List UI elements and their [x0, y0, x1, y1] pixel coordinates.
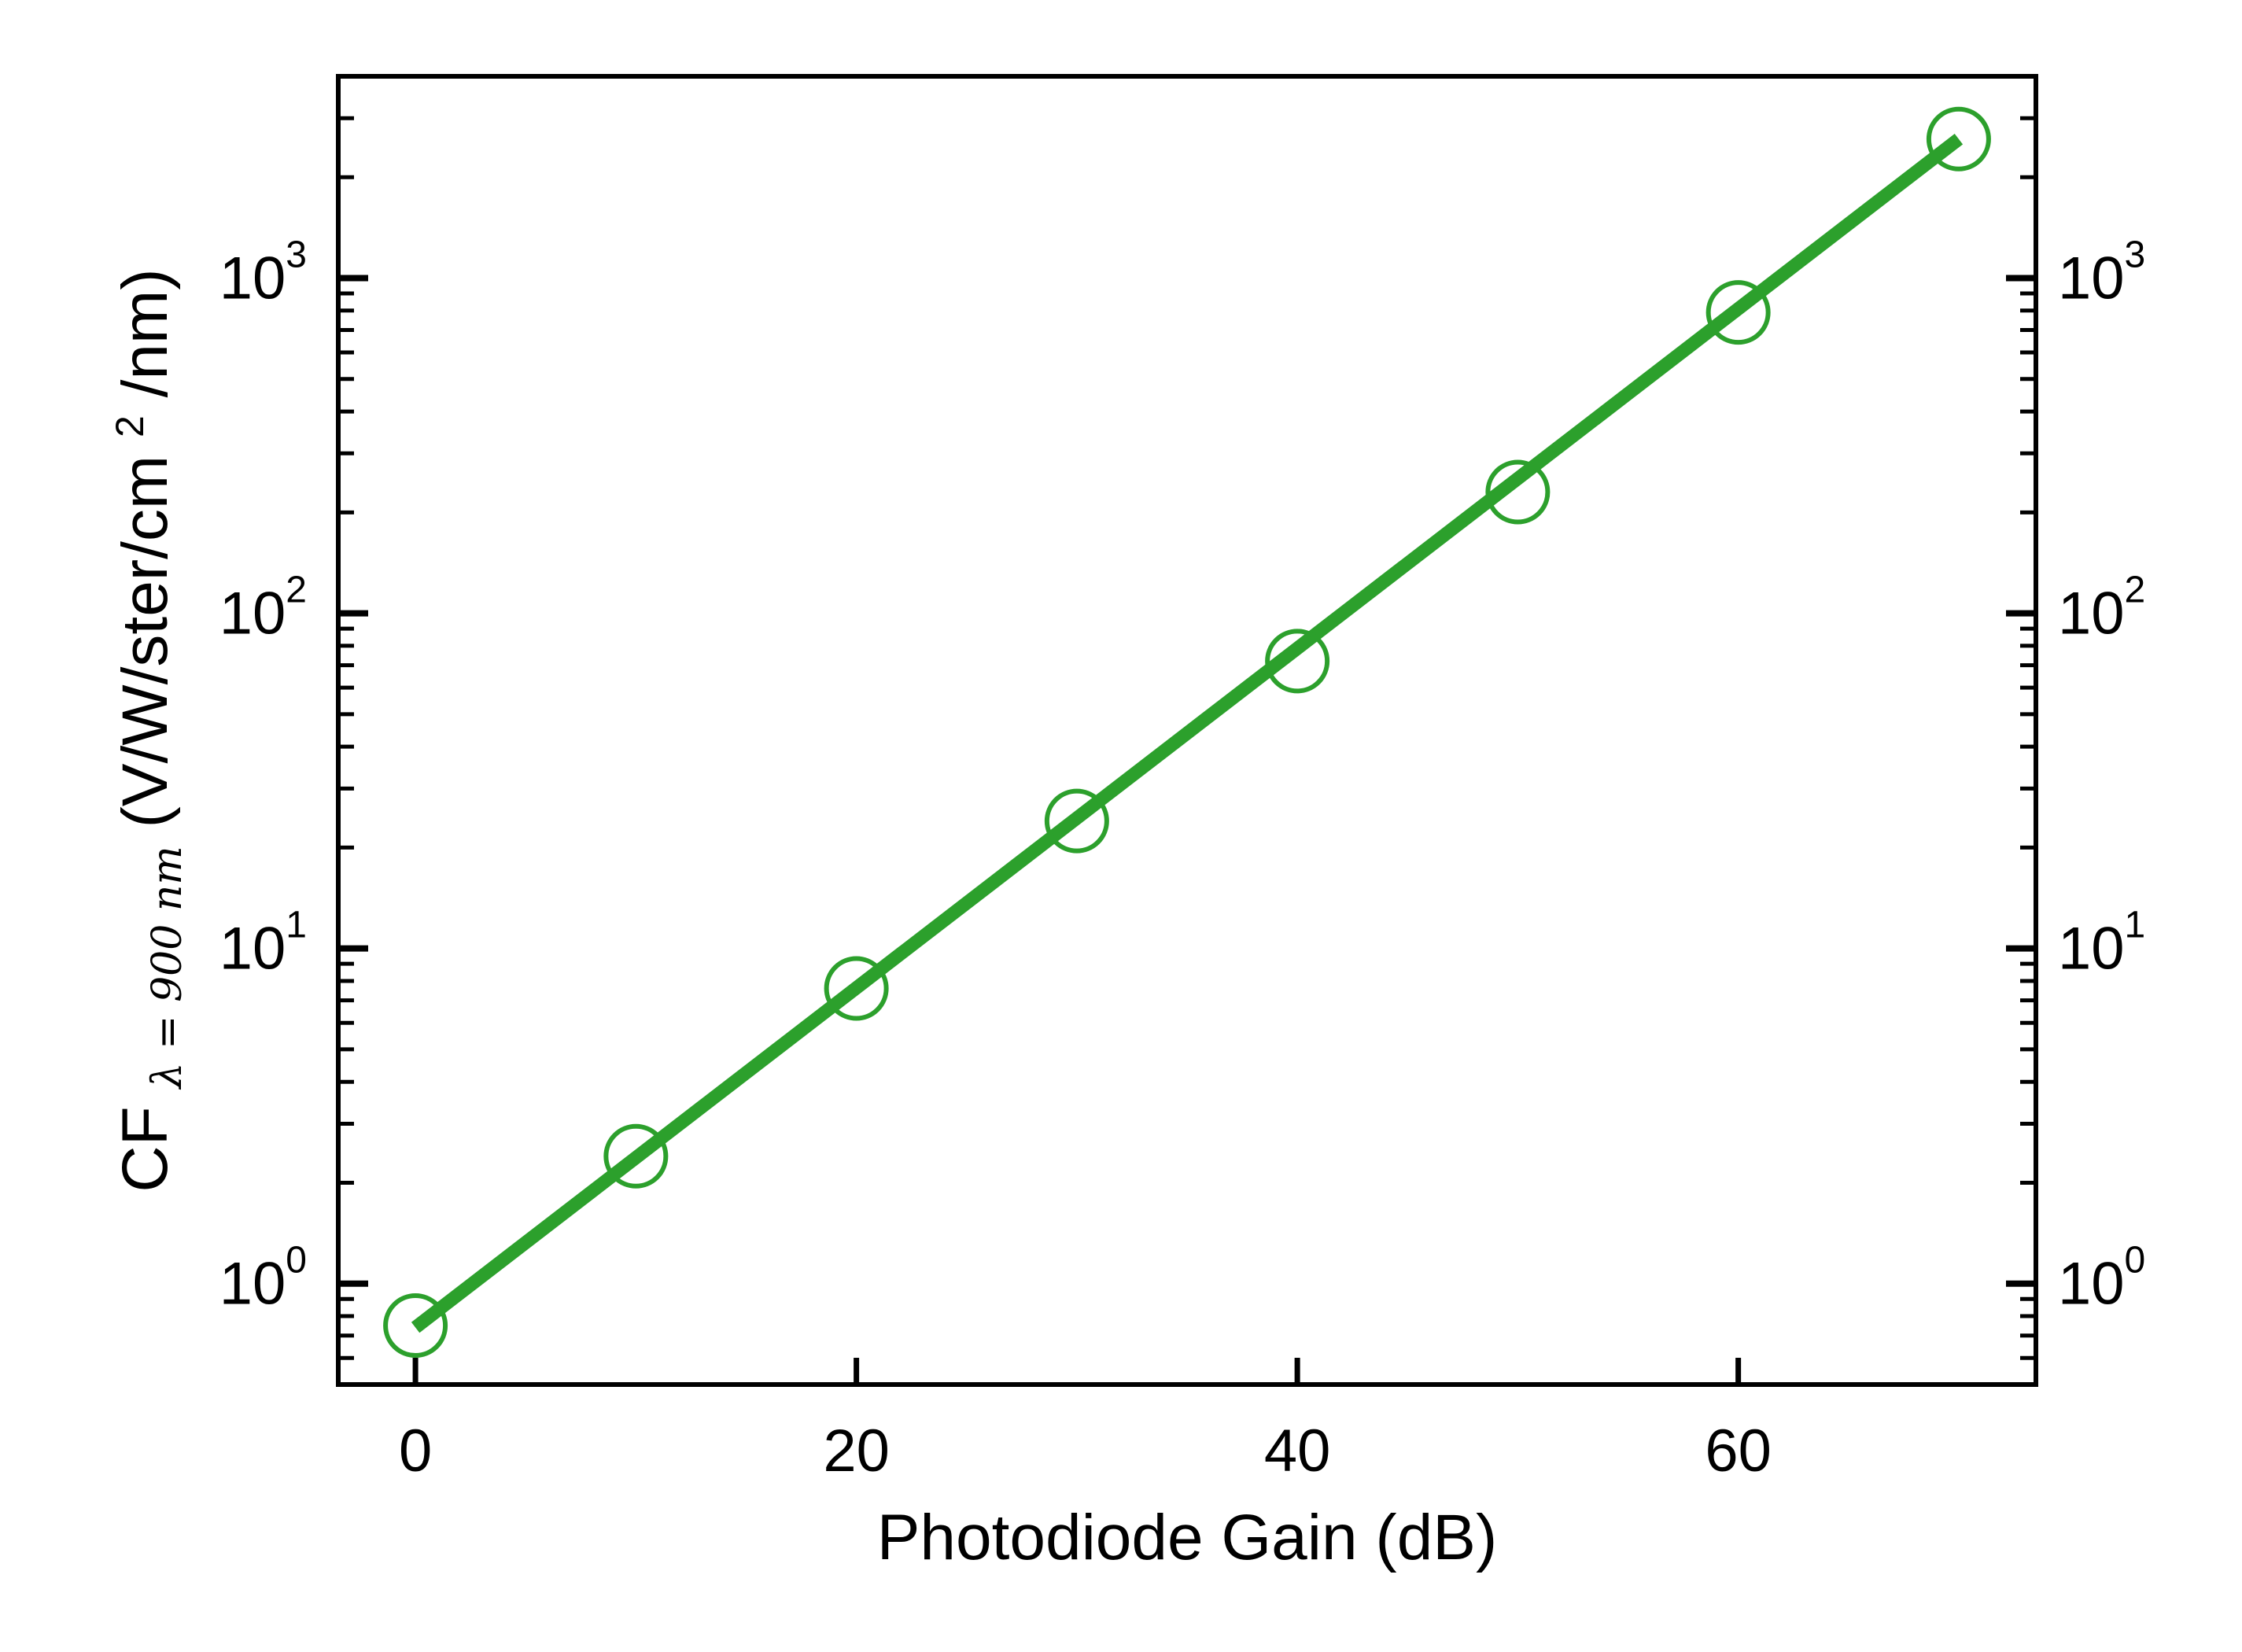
y-tick-label-right: 102 [2058, 570, 2145, 647]
data-point [824, 956, 889, 1021]
y-tick-label-left: 103 [219, 234, 307, 312]
y-tick-label-right: 103 [2058, 234, 2145, 312]
y-tick-label-left: 100 [219, 1240, 307, 1318]
y-axis-title-main: CF [109, 1106, 181, 1192]
y-tick-label-right-exp: 0 [2125, 1240, 2146, 1281]
plot-frame [336, 74, 2038, 1387]
series [383, 106, 1991, 1358]
y-tick-label-right: 100 [2058, 1240, 2145, 1318]
data-point [383, 1292, 448, 1358]
y-axis-title: CF λ = 900 nm (V/W/ster/cm 2 /nm) [86, 268, 195, 1192]
y-axis-title-units: (V/W/ster/cm [109, 455, 181, 828]
y-tick-label-right-base: 10 [2058, 916, 2125, 983]
y-tick-label-left: 101 [219, 905, 307, 983]
fit-line [411, 133, 1964, 1333]
y-tick-label-right-base: 10 [2058, 245, 2125, 312]
y-tick-label-right-exp: 1 [2125, 905, 2146, 946]
data-point [1485, 459, 1551, 525]
y-tick-label-right-exp: 3 [2125, 234, 2146, 276]
y-tick-label-right: 101 [2058, 905, 2145, 983]
data-point [603, 1123, 669, 1189]
x-axis-title: Photodiode Gain (dB) [877, 1502, 1498, 1573]
data-point [1044, 788, 1109, 854]
data-point [1265, 629, 1330, 694]
y-tick-label-left-base: 10 [219, 245, 286, 312]
y-axis-title-units-sup: 2 [108, 415, 152, 437]
y-tick-label-left-exp: 1 [286, 905, 307, 946]
x-tick-label: 60 [1705, 1418, 1772, 1484]
y-tick-label-left: 102 [219, 570, 307, 647]
y-tick-label-left-base: 10 [219, 1251, 286, 1318]
y-axis-title-subscript: λ = 900 nm [144, 846, 191, 1090]
y-tick-label-left-exp: 0 [286, 1240, 307, 1281]
y-tick-label-left-base: 10 [219, 916, 286, 983]
x-tick-label: 40 [1264, 1418, 1331, 1484]
x-tick-label: 0 [399, 1418, 432, 1484]
y-tick-label-left-exp: 3 [286, 234, 307, 276]
y-tick-label-right-base: 10 [2058, 1251, 2125, 1318]
x-tick-label: 20 [823, 1418, 890, 1484]
y-tick-label-right-exp: 2 [2125, 570, 2146, 611]
y-tick-label-left-base: 10 [219, 581, 286, 647]
y-tick-label-left-exp: 2 [286, 570, 307, 611]
data-point [1926, 106, 1991, 171]
y-axis-title-units-end: /nm) [109, 268, 181, 397]
y-tick-label-right-base: 10 [2058, 581, 2125, 647]
data-point [1705, 280, 1771, 345]
